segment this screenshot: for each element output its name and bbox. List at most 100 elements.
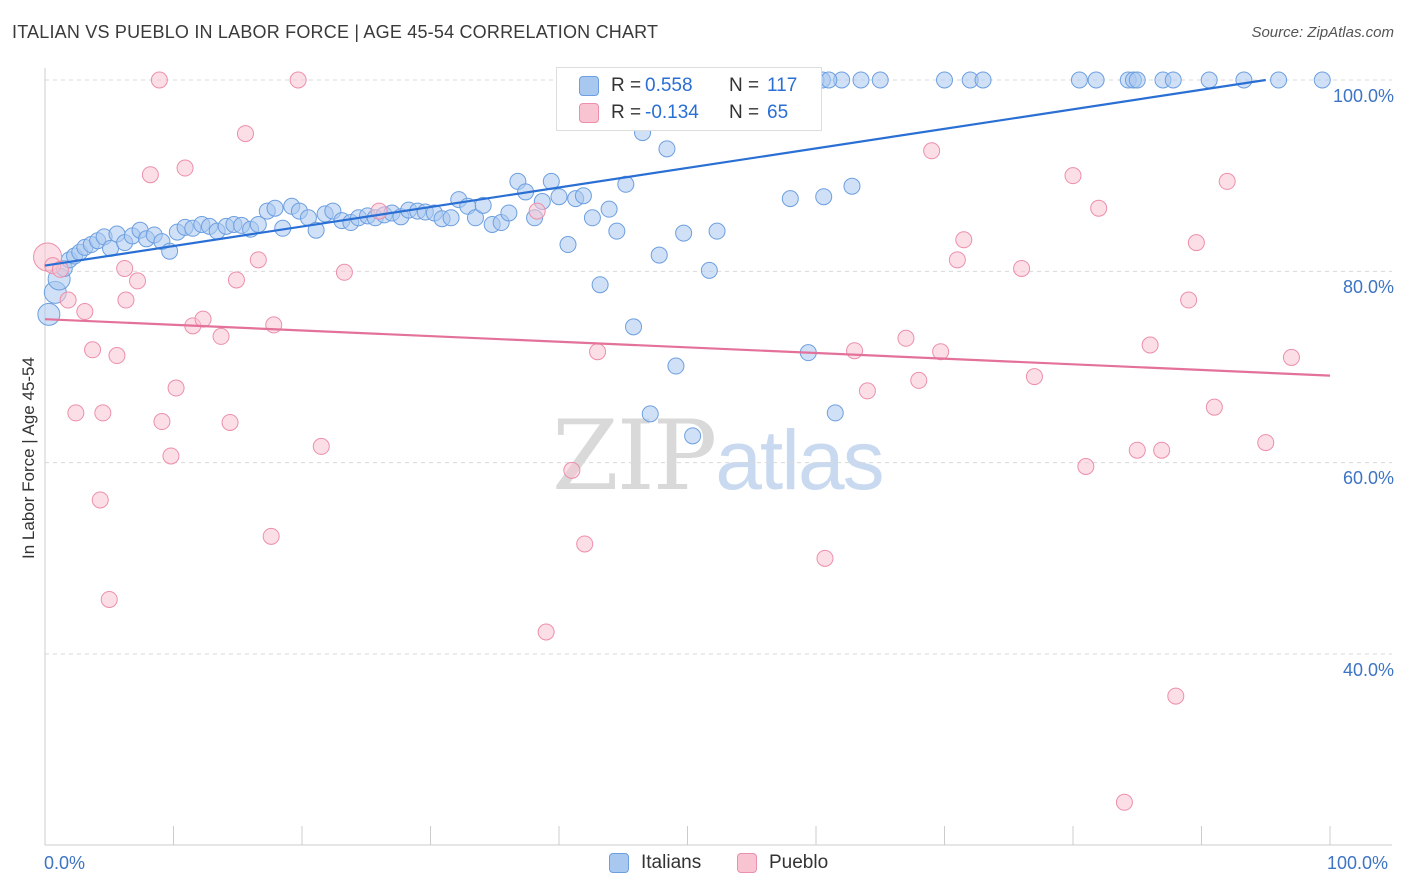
pueblo-point bbox=[563, 461, 581, 479]
r-label: R = bbox=[611, 102, 642, 123]
pueblo-point bbox=[923, 142, 941, 160]
pueblo-point bbox=[312, 437, 330, 455]
pueblo-point bbox=[176, 159, 194, 177]
pueblo-point bbox=[1077, 457, 1095, 475]
y-tick-label: 40.0% bbox=[1342, 660, 1394, 680]
pueblo-point bbox=[1128, 441, 1146, 459]
watermark-atlas: atlas bbox=[715, 413, 884, 507]
italians-point bbox=[815, 188, 833, 206]
pueblo-point bbox=[1180, 291, 1198, 309]
italians-point bbox=[974, 71, 992, 89]
pueblo-point bbox=[897, 329, 915, 347]
pueblo-point bbox=[1282, 348, 1300, 366]
pueblo-point bbox=[51, 260, 69, 278]
pueblo-point bbox=[167, 379, 185, 397]
pueblo-points bbox=[33, 71, 1300, 811]
pueblo-point bbox=[1187, 234, 1205, 252]
italians-point bbox=[675, 224, 693, 242]
pueblo-point bbox=[910, 371, 928, 389]
pueblo-point bbox=[59, 291, 77, 309]
pueblo-point bbox=[236, 125, 254, 143]
n-label: N = bbox=[729, 102, 760, 123]
stats-legend: R = 0.558 N = 117 R = -0.134 N = 65 bbox=[556, 67, 822, 131]
pueblo-point bbox=[1064, 167, 1082, 185]
italians-point bbox=[500, 204, 518, 222]
pueblo-point bbox=[129, 272, 147, 290]
italians-point bbox=[820, 71, 838, 89]
pueblo-point bbox=[108, 347, 126, 365]
pueblo-point bbox=[528, 202, 546, 220]
pueblo-point bbox=[153, 413, 171, 431]
axes bbox=[44, 68, 1392, 846]
italians-point bbox=[700, 261, 718, 279]
italians-point bbox=[583, 209, 601, 227]
italians-point bbox=[591, 276, 609, 294]
italians-point bbox=[1313, 71, 1331, 89]
italians-point bbox=[1235, 71, 1253, 89]
pueblo-point bbox=[150, 71, 168, 89]
italians-point bbox=[650, 246, 668, 264]
watermark: ZIPatlas bbox=[552, 400, 885, 512]
italians-point bbox=[658, 140, 676, 158]
italians-point bbox=[936, 71, 953, 89]
italians-point bbox=[1270, 71, 1288, 89]
italians-point bbox=[266, 199, 284, 217]
legend-item-italians: Italians bbox=[609, 852, 701, 874]
x-tick-label: 0.0% bbox=[44, 853, 86, 873]
r-value: -0.134 bbox=[645, 102, 699, 123]
pueblo-point bbox=[1090, 199, 1108, 217]
pueblo-point bbox=[816, 549, 834, 567]
italians-point bbox=[852, 71, 870, 89]
italians-point bbox=[608, 222, 626, 240]
italians-point bbox=[684, 427, 702, 445]
italians-points bbox=[37, 71, 1331, 445]
pueblo-trend-line bbox=[44, 318, 1331, 377]
italians-point bbox=[625, 318, 643, 336]
pueblo-point bbox=[858, 382, 876, 400]
pueblo-point bbox=[1025, 368, 1043, 386]
pueblo-point bbox=[948, 251, 966, 269]
pueblo-point bbox=[955, 231, 973, 249]
x-tick-label: 100.0% bbox=[1327, 853, 1389, 873]
pueblo-point bbox=[1013, 259, 1031, 277]
pueblo-point bbox=[212, 327, 230, 345]
italians-point bbox=[843, 177, 861, 195]
pueblo-point bbox=[162, 447, 180, 465]
italians-point bbox=[307, 221, 325, 239]
italians-swatch bbox=[579, 76, 599, 96]
italians-point bbox=[600, 200, 618, 218]
legend-label: Italians bbox=[641, 852, 702, 873]
pueblo-point bbox=[335, 263, 353, 281]
pueblo-point bbox=[249, 251, 267, 269]
pueblo-point bbox=[84, 341, 102, 359]
watermark-zip: ZIP bbox=[552, 400, 717, 512]
pueblo-point bbox=[576, 535, 594, 553]
pueblo-point bbox=[262, 527, 280, 545]
trend-lines bbox=[44, 78, 1331, 377]
pueblo-point bbox=[932, 343, 950, 361]
legend-item-pueblo: Pueblo bbox=[737, 852, 828, 874]
pueblo-point bbox=[289, 71, 307, 89]
grid-lines bbox=[45, 79, 1392, 655]
pueblo-swatch bbox=[737, 853, 757, 873]
pueblo-point bbox=[76, 303, 94, 321]
pueblo-point bbox=[1167, 687, 1185, 705]
pueblo-point bbox=[1141, 336, 1159, 354]
n-label: N = bbox=[729, 75, 760, 96]
italians-point bbox=[559, 236, 577, 254]
pueblo-point bbox=[1153, 441, 1171, 459]
legend-row-italians: R = 0.558 N = 117 bbox=[579, 73, 797, 99]
italians-point bbox=[574, 187, 592, 205]
y-tick-label: 60.0% bbox=[1342, 468, 1394, 488]
italians-trend-line bbox=[44, 78, 1266, 267]
source-label: Source: ZipAtlas.com bbox=[1251, 24, 1394, 41]
pueblo-point bbox=[141, 166, 159, 184]
italians-point bbox=[708, 222, 726, 240]
italians-point bbox=[667, 357, 685, 375]
italians-point bbox=[1070, 71, 1088, 89]
r-value: 0.558 bbox=[645, 75, 693, 96]
italians-point bbox=[474, 196, 492, 214]
pueblo-point bbox=[116, 259, 134, 277]
y-tick-label: 100.0% bbox=[1332, 86, 1394, 106]
